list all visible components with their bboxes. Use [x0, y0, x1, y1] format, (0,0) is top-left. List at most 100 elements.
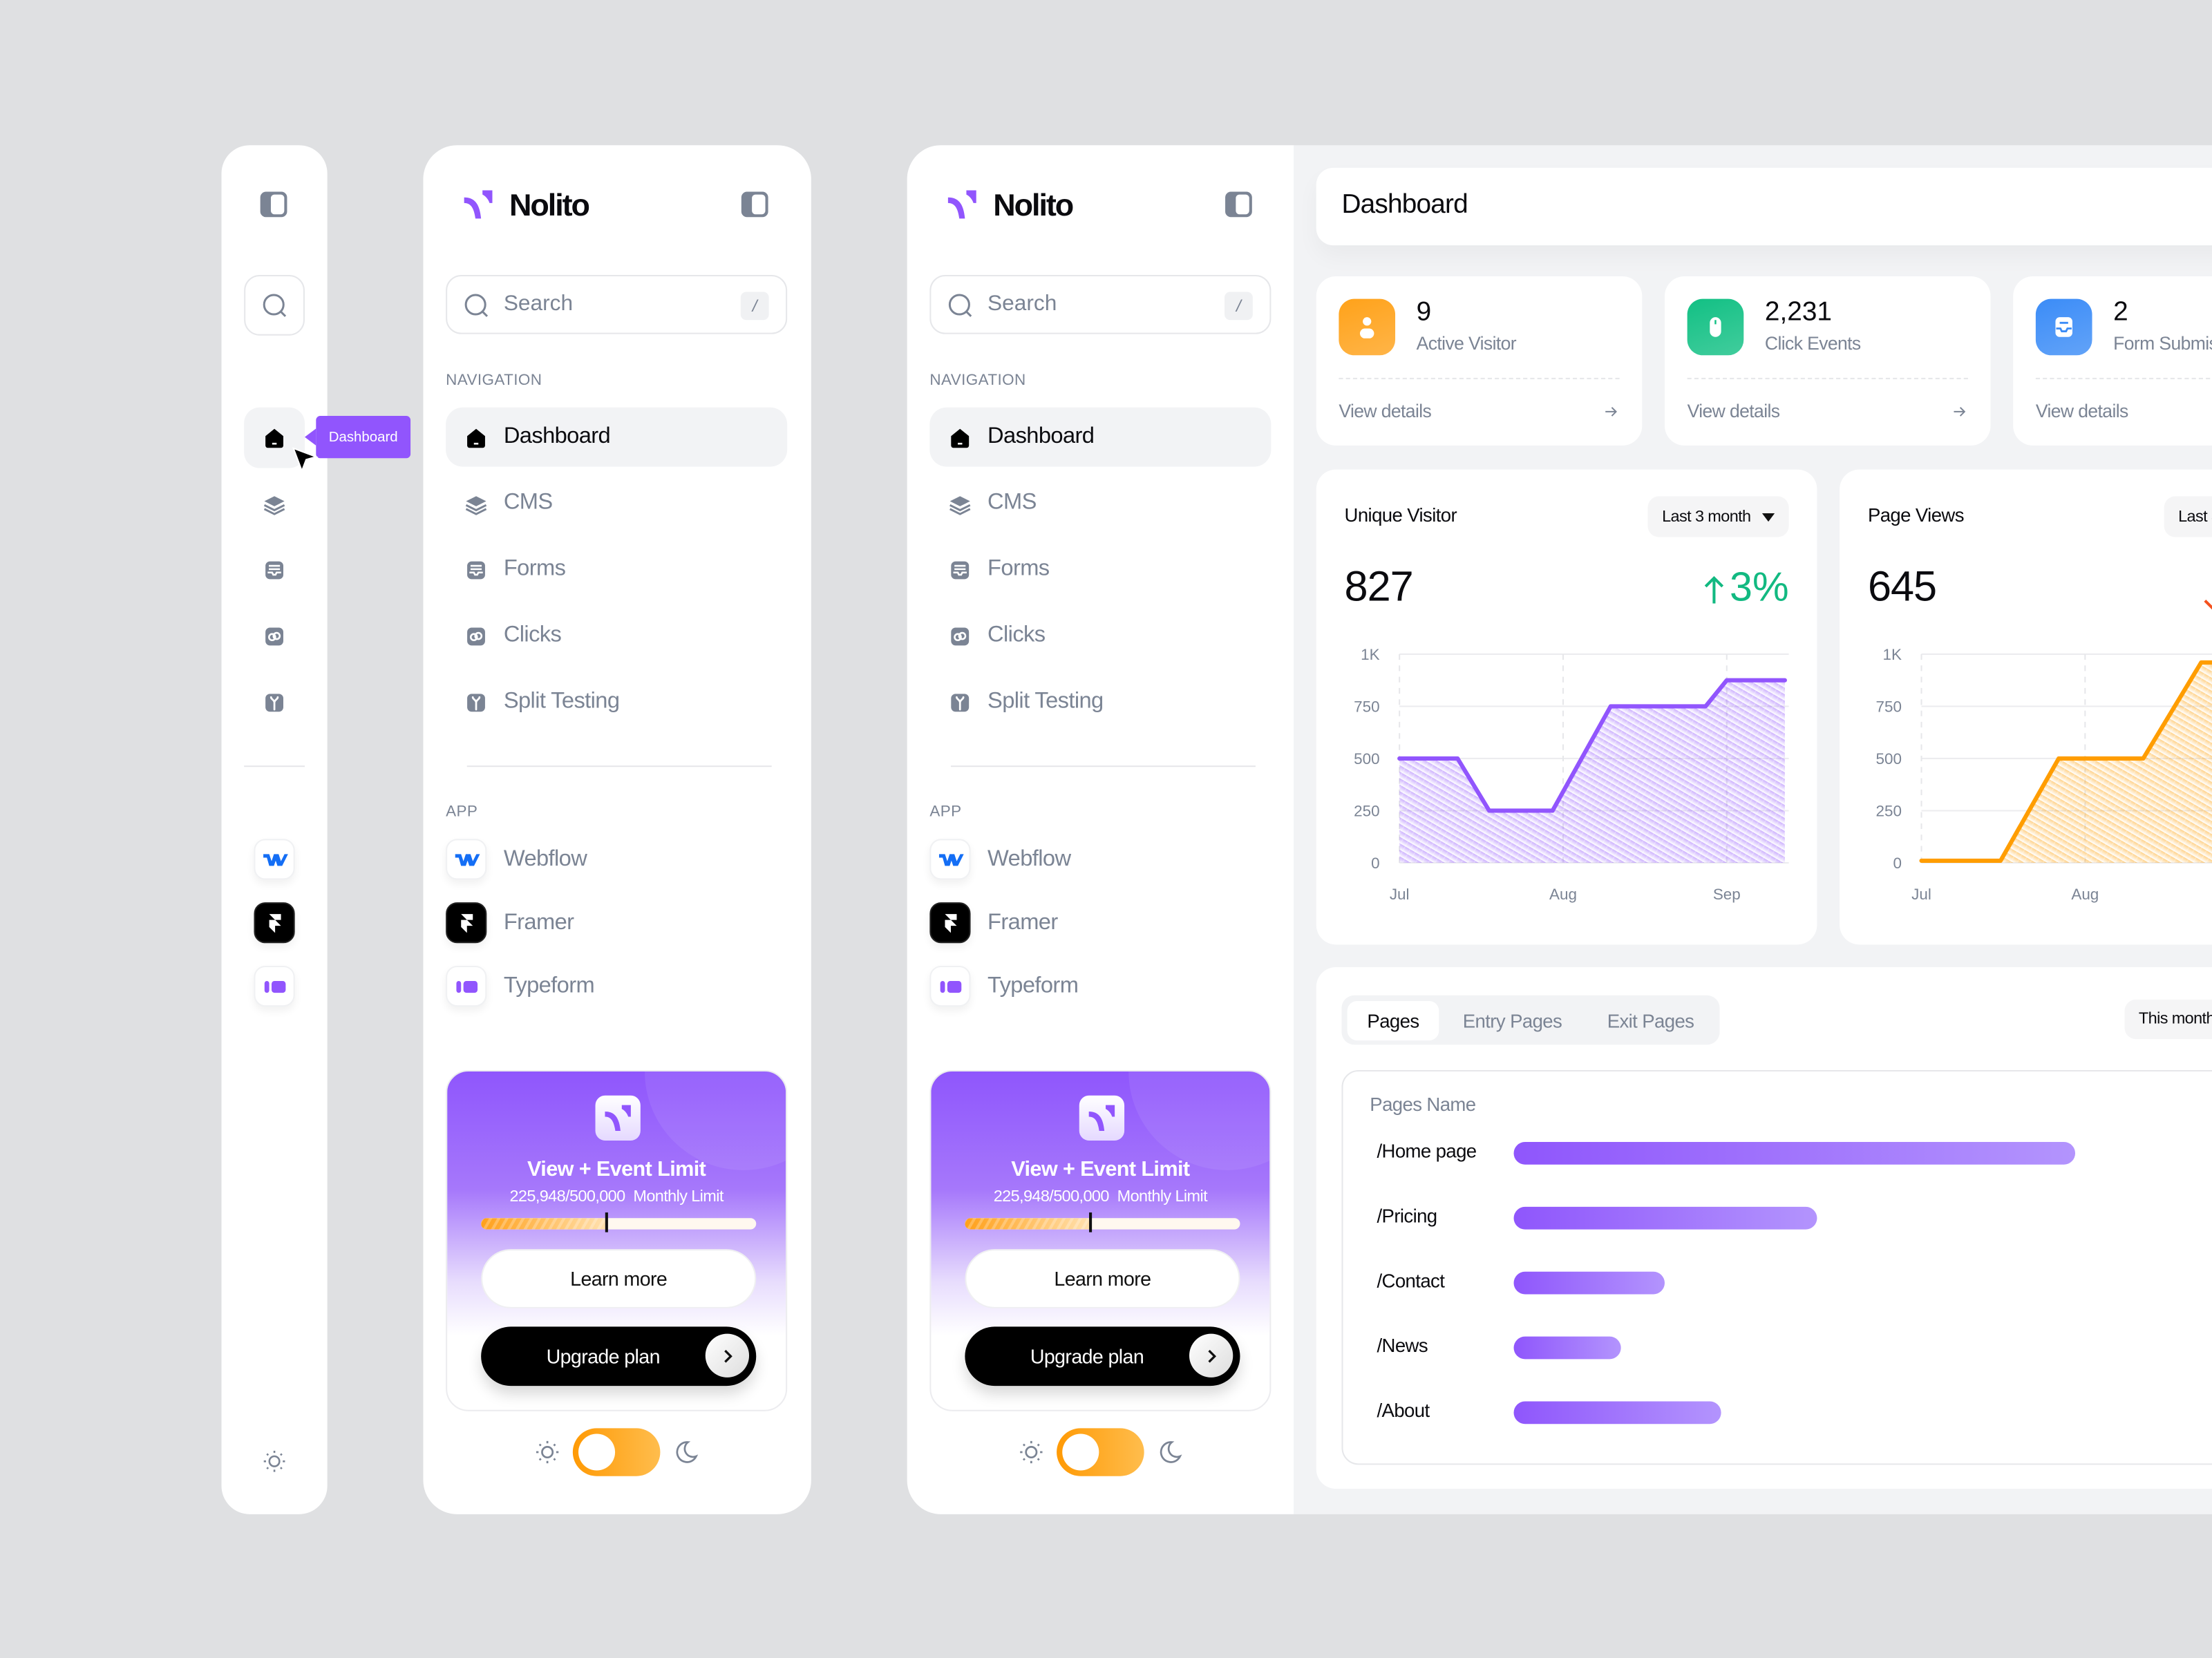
period-label: This month	[2138, 1011, 2212, 1028]
app-webflow[interactable]: Webflow	[446, 839, 787, 881]
range-dropdown[interactable]: Last 3 month	[1647, 496, 1789, 537]
sun-icon[interactable]	[261, 1448, 288, 1475]
page-bar	[1513, 1401, 1722, 1424]
nav-label: CMS	[987, 490, 1037, 515]
nav-label: Forms	[987, 557, 1050, 581]
page-bar	[1513, 1271, 1665, 1295]
app-framer[interactable]: Framer	[929, 902, 1271, 944]
y-tick-label: 0	[1893, 855, 1901, 872]
nav-label: Dashboard	[503, 424, 611, 448]
app-typeform[interactable]: Typeform	[446, 965, 787, 1008]
sidebar-item-dashboard[interactable]: Dashboard	[929, 407, 1272, 467]
webflow-icon	[261, 845, 289, 873]
typeform-app[interactable]	[254, 965, 295, 1007]
framer-icon	[936, 908, 965, 937]
page-header: Dashboard	[1316, 167, 2212, 246]
app-label: Framer	[987, 911, 1058, 935]
arrow-right-icon[interactable]	[1603, 403, 1619, 420]
range-dropdown[interactable]: Last 3 month	[2164, 496, 2212, 537]
theme-toggle[interactable]	[572, 1428, 661, 1476]
view-details-link[interactable]: View details	[1687, 400, 1780, 422]
sidebar-item-split-testing[interactable]: Split Testing	[446, 672, 787, 732]
tab-entry-pages[interactable]: Entry Pages	[1462, 1010, 1562, 1031]
upgrade-plan-button[interactable]: Upgrade plan	[965, 1326, 1240, 1387]
tab-pages[interactable]: Pages	[1347, 1000, 1439, 1041]
forms-icon[interactable]	[261, 557, 288, 584]
sidebar-item-cms[interactable]: CMS	[929, 474, 1271, 533]
theme-toggle[interactable]	[1057, 1428, 1144, 1476]
y-tick-label: 500	[1354, 750, 1379, 768]
pages-tabs: Pages Entry Pages Exit Pages	[1341, 995, 1720, 1045]
sun-icon[interactable]	[533, 1438, 562, 1467]
collapse-sidebar-icon[interactable]	[1222, 187, 1256, 221]
search-input[interactable]: Search /	[929, 274, 1272, 334]
stat-value: 2,231	[1764, 297, 1832, 327]
divider	[244, 765, 305, 768]
nav-label: Dashboard	[987, 424, 1095, 448]
section-label: APP	[929, 803, 962, 821]
upgrade-plan-button[interactable]: Upgrade plan	[481, 1326, 757, 1387]
sidebar-item-forms[interactable]: Forms	[929, 540, 1271, 600]
sidebar-item-split-testing[interactable]: Split Testing	[929, 672, 1271, 732]
brand-name: Nolito	[509, 187, 590, 223]
split-icon[interactable]	[261, 689, 288, 716]
app-label: Framer	[503, 911, 574, 935]
promo-usage: 225,948/500,000 Monthly Limit	[447, 1188, 786, 1205]
search-button[interactable]	[244, 274, 305, 336]
layers-icon[interactable]	[261, 490, 288, 517]
section-label: NAVIGATION	[929, 372, 1026, 390]
upgrade-card: View + Event Limit 225,948/500,000 Month…	[446, 1069, 788, 1411]
cursor-icon	[292, 447, 319, 473]
moon-icon[interactable]	[1155, 1438, 1184, 1467]
search-icon	[260, 290, 291, 321]
forms-icon	[947, 557, 974, 584]
sidebar-item-dashboard[interactable]	[244, 407, 305, 468]
typeform-icon	[936, 972, 965, 1000]
app-label: Typeform	[987, 974, 1079, 998]
page-bar	[1513, 1206, 1817, 1230]
moon-icon[interactable]	[672, 1438, 700, 1467]
y-tick-label: 250	[1354, 803, 1379, 820]
view-details-link[interactable]: View details	[1339, 400, 1432, 422]
brand-name: Nolito	[993, 187, 1074, 223]
learn-more-button[interactable]: Learn more	[481, 1249, 757, 1308]
sidebar-item-dashboard[interactable]: Dashboard	[446, 407, 788, 467]
search-placeholder: Search	[503, 292, 574, 316]
link-icon	[463, 623, 490, 650]
sun-icon[interactable]	[1017, 1438, 1046, 1467]
nav-label: CMS	[503, 490, 553, 515]
sidebar-item-cms[interactable]: CMS	[446, 474, 787, 533]
chevron-right-icon	[724, 1349, 732, 1362]
usage-label: Monthly Limit	[1117, 1188, 1208, 1206]
logo-tile	[1079, 1095, 1125, 1141]
framer-app[interactable]	[254, 902, 295, 944]
expand-sidebar-icon[interactable]	[257, 187, 291, 221]
usage-label: Monthly Limit	[633, 1188, 724, 1206]
nav-label: Clicks	[987, 623, 1046, 647]
collapse-sidebar-icon[interactable]	[738, 187, 772, 221]
link-icon[interactable]	[261, 623, 288, 650]
home-icon	[261, 424, 288, 451]
webflow-app[interactable]	[254, 839, 295, 880]
app-framer[interactable]: Framer	[446, 902, 787, 944]
app-typeform[interactable]: Typeform	[929, 965, 1271, 1008]
arrow-right-icon[interactable]	[1951, 403, 1967, 420]
nav-label: Split Testing	[987, 689, 1104, 714]
search-input[interactable]: Search /	[446, 274, 788, 334]
sidebar-item-clicks[interactable]: Clicks	[446, 607, 787, 666]
framer-icon	[261, 908, 289, 937]
arrow-down-icon	[2204, 599, 2212, 610]
view-details-link[interactable]: View details	[2035, 400, 2128, 422]
typeform-icon	[452, 972, 480, 1000]
learn-more-button[interactable]: Learn more	[965, 1249, 1240, 1308]
sidebar-item-clicks[interactable]: Clicks	[929, 607, 1271, 666]
webflow-icon	[936, 845, 965, 873]
app-webflow[interactable]: Webflow	[929, 839, 1271, 881]
sidebar-item-forms[interactable]: Forms	[446, 540, 787, 600]
page-name: /About	[1377, 1400, 1430, 1422]
tab-exit-pages[interactable]: Exit Pages	[1607, 1010, 1694, 1031]
period-dropdown[interactable]: This month	[2124, 999, 2212, 1040]
x-tick-label: Jul	[1911, 886, 1931, 903]
y-tick-label: 1K	[1361, 646, 1379, 663]
